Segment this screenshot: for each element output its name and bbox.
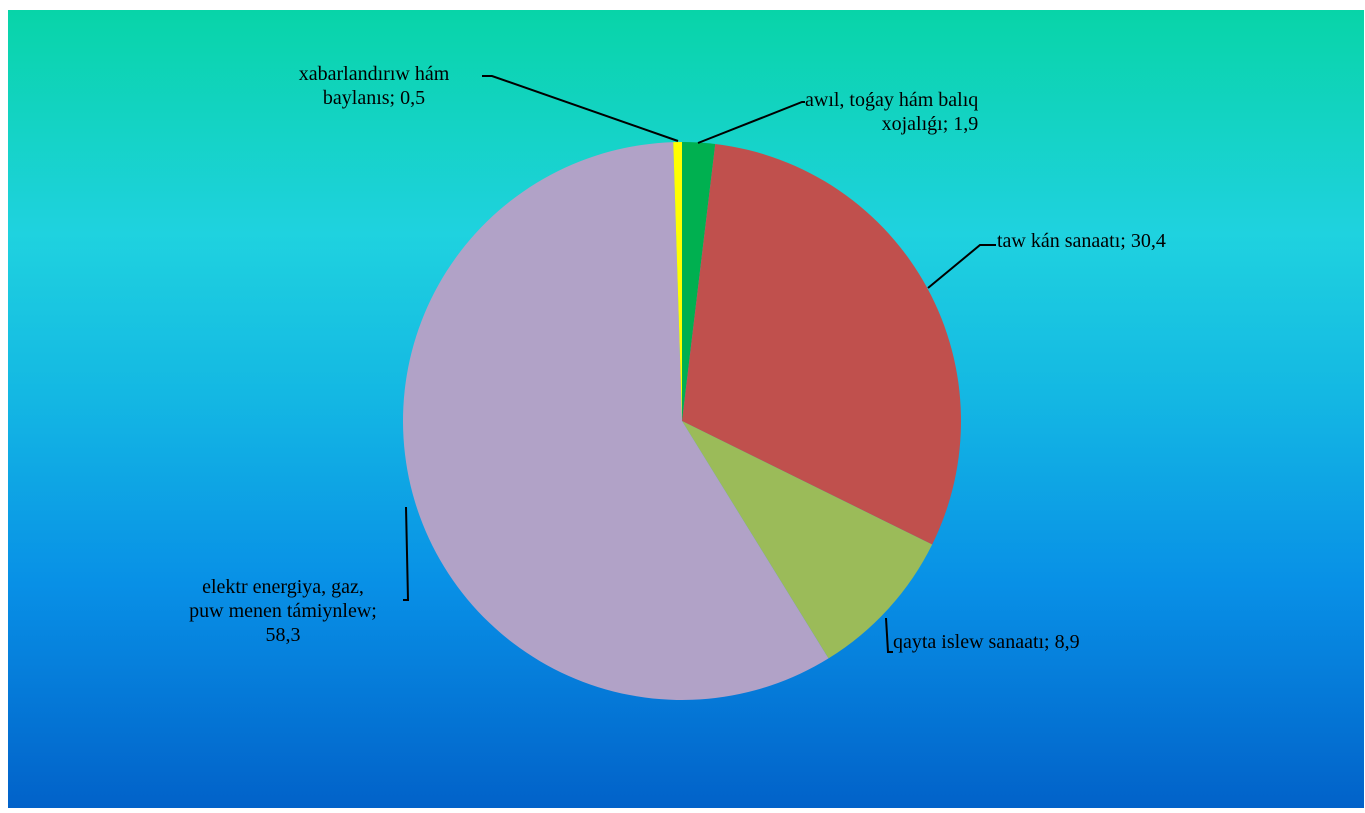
leader-line-mining <box>927 244 996 289</box>
leader-line-communication <box>482 75 679 142</box>
data-label-energy: elektr energiya, gaz, puw menen támiynle… <box>158 575 408 647</box>
pie-slice-energy <box>402 142 829 701</box>
pie-slice-manufacturing <box>682 421 933 659</box>
data-label-line: 58,3 <box>265 624 301 646</box>
leader-line-manufacturing <box>885 617 893 653</box>
pie-slice-agriculture <box>682 142 716 421</box>
data-label-manufacturing: qayta islew sanaatı; 8,9 <box>893 630 1080 654</box>
data-label-line: baylanıs; 0,5 <box>322 87 426 109</box>
pie-slice-mining <box>682 143 961 545</box>
data-label-line: taw kán sanaatı; 30,4 <box>997 230 1166 252</box>
pie-slice-communication <box>673 142 682 421</box>
data-label-mining: taw kán sanaatı; 30,4 <box>997 229 1166 253</box>
data-label-communication: xabarlandırıw hám baylanıs; 0,5 <box>264 62 484 110</box>
data-label-line: qayta islew sanaatı; 8,9 <box>893 631 1080 653</box>
data-label-line: awıl, toǵay hám balıq <box>805 89 979 111</box>
leader-line-energy <box>403 506 410 601</box>
data-label-line: xojalıǵı; 1,9 <box>881 113 979 135</box>
data-label-line: elektr energiya, gaz, <box>202 576 364 598</box>
chart-area: awıl, toǵay hám balıq xojalıǵı; 1,9 taw … <box>8 10 1364 808</box>
data-label-line: xabarlandırıw hám <box>298 63 450 85</box>
leader-line-agriculture <box>697 101 805 144</box>
pie-chart <box>402 75 996 701</box>
data-label-agriculture: awıl, toǵay hám balıq xojalıǵı; 1,9 <box>805 88 978 136</box>
data-label-line: puw menen támiynlew; <box>189 600 377 622</box>
